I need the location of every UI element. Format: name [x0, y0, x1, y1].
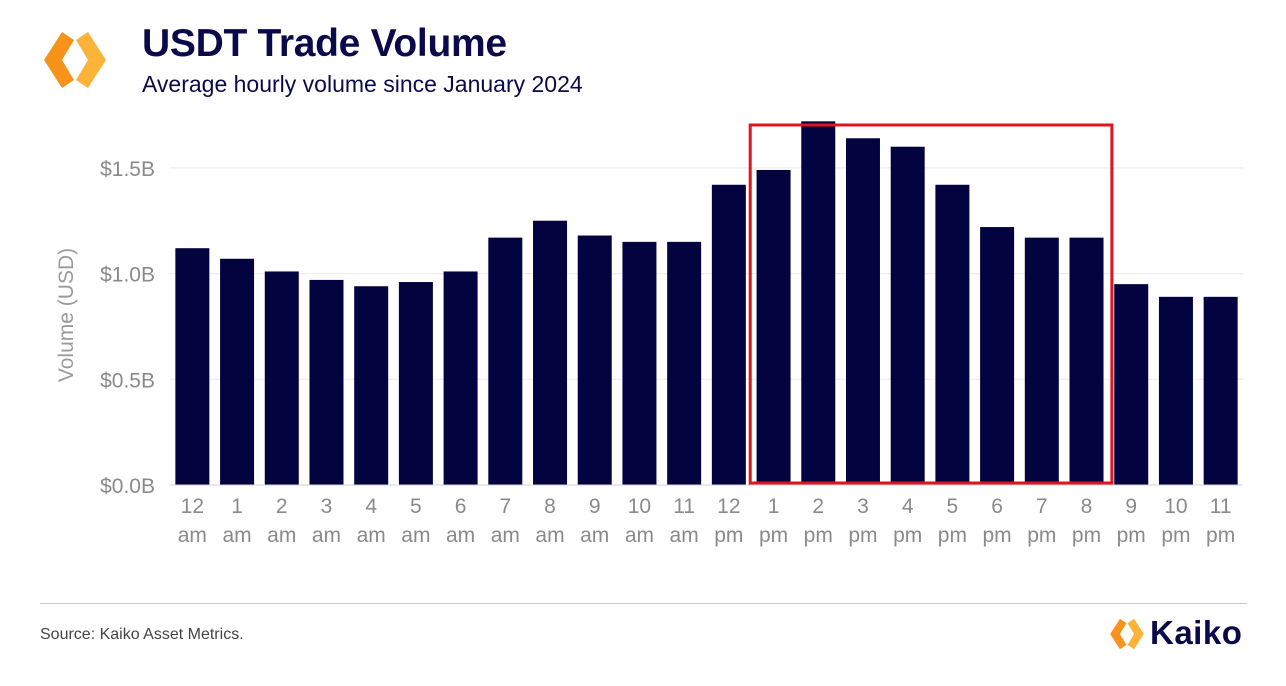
- bar: [443, 271, 478, 485]
- x-tick-label-suffix: am: [446, 524, 475, 547]
- y-tick-label: $0.5B: [100, 369, 155, 392]
- bar: [264, 271, 299, 485]
- x-tick-label-suffix: am: [357, 524, 386, 547]
- x-tick-label: 3: [321, 495, 333, 518]
- bar: [1203, 296, 1238, 485]
- bar: [175, 248, 210, 485]
- x-tick-label: 8: [1081, 495, 1093, 518]
- x-tick-label-suffix: am: [670, 524, 699, 547]
- x-tick-label: 12: [717, 495, 740, 518]
- bar: [1158, 296, 1193, 485]
- bar: [309, 279, 344, 485]
- x-tick-label-suffix: am: [222, 524, 251, 547]
- x-tick-label: 11: [673, 495, 695, 518]
- bar: [1114, 284, 1149, 485]
- x-tick-label: 2: [812, 495, 824, 518]
- logo-right-chevron: [76, 32, 106, 88]
- x-tick-label-suffix: am: [491, 524, 520, 547]
- x-tick-label: 7: [1036, 495, 1048, 518]
- bar: [980, 227, 1015, 486]
- y-axis-title: Volume (USD): [55, 248, 78, 382]
- x-tick-label: 5: [947, 495, 959, 518]
- y-tick-label: $0.0B: [100, 475, 155, 498]
- x-tick-label: 6: [991, 495, 1003, 518]
- x-tick-label: 8: [544, 495, 556, 518]
- bar: [711, 184, 746, 485]
- bar: [801, 121, 836, 485]
- x-tick-label-suffix: pm: [848, 524, 877, 547]
- x-tick-label: 2: [276, 495, 288, 518]
- bar: [354, 286, 389, 485]
- x-tick-label-suffix: am: [580, 524, 609, 547]
- x-tick-label: 7: [499, 495, 511, 518]
- y-tick-label: $1.5B: [100, 158, 155, 181]
- x-tick-label: 6: [455, 495, 467, 518]
- bar: [756, 169, 791, 485]
- bar: [488, 237, 523, 485]
- x-tick-label-suffix: pm: [1072, 524, 1101, 547]
- bar: [667, 241, 702, 485]
- x-tick-label: 12: [181, 495, 204, 518]
- source-note: Source: Kaiko Asset Metrics.: [40, 626, 244, 643]
- x-tick-label: 10: [628, 495, 651, 518]
- x-tick-label-suffix: pm: [759, 524, 788, 547]
- x-tick-label-suffix: pm: [804, 524, 833, 547]
- bar: [1069, 237, 1104, 485]
- x-tick-label-suffix: pm: [1161, 524, 1190, 547]
- x-tick-label-suffix: am: [401, 524, 430, 547]
- y-tick-label: $1.0B: [100, 264, 155, 287]
- bar: [1024, 237, 1059, 485]
- x-tick-label-suffix: am: [312, 524, 341, 547]
- bar: [577, 235, 612, 485]
- x-tick-label-suffix: am: [625, 524, 654, 547]
- x-tick-label: 9: [1125, 495, 1137, 518]
- chart-subtitle: Average hourly volume since January 2024: [142, 71, 583, 97]
- x-tick-label: 11: [1210, 495, 1232, 518]
- x-tick-label: 4: [902, 495, 914, 518]
- x-tick-label: 5: [410, 495, 422, 518]
- x-tick-label-suffix: am: [535, 524, 564, 547]
- x-tick-label-suffix: pm: [983, 524, 1012, 547]
- footer-divider: [40, 603, 1247, 604]
- x-tick-label-suffix: am: [178, 524, 207, 547]
- x-tick-label-suffix: pm: [714, 524, 743, 547]
- x-tick-label-suffix: pm: [893, 524, 922, 547]
- x-tick-label: 3: [857, 495, 869, 518]
- brand-wordmark: Kaiko: [1150, 614, 1243, 651]
- bar: [890, 146, 925, 485]
- x-tick-label-suffix: pm: [1117, 524, 1146, 547]
- x-tick-label: 9: [589, 495, 601, 518]
- highlight-box: [748, 123, 1114, 485]
- kaiko-logo-icon: [44, 32, 106, 88]
- bar: [533, 220, 568, 485]
- x-tick-label-suffix: am: [267, 524, 296, 547]
- bar: [220, 258, 255, 485]
- x-tick-label: 1: [231, 495, 243, 518]
- bar: [845, 138, 880, 485]
- x-tick-label-suffix: pm: [1206, 524, 1235, 547]
- x-tick-label-suffix: pm: [1027, 524, 1056, 547]
- x-tick-label: 4: [365, 495, 377, 518]
- bar: [935, 184, 970, 485]
- x-tick-label: 10: [1164, 495, 1187, 518]
- kaiko-logo-icon: [1110, 618, 1144, 650]
- bar: [622, 241, 657, 485]
- bar: [398, 282, 433, 485]
- logo-left-chevron: [44, 32, 74, 88]
- kaiko-brand-logo: Kaiko: [1108, 614, 1248, 654]
- x-tick-label: 1: [768, 495, 780, 518]
- chart-title: USDT Trade Volume: [142, 22, 507, 65]
- x-tick-label-suffix: pm: [938, 524, 967, 547]
